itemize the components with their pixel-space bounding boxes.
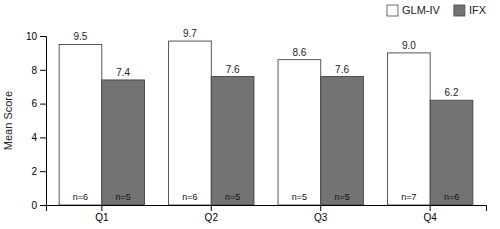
- legend-swatch: [387, 5, 398, 16]
- tick-label: Q2: [205, 212, 219, 223]
- bar: [387, 53, 430, 205]
- tick: Q3: [314, 205, 328, 223]
- data-label: 9.5: [74, 31, 88, 42]
- bar: [321, 77, 364, 205]
- tick-label: 8: [31, 65, 37, 76]
- bar: [430, 100, 473, 205]
- series: [102, 77, 473, 205]
- tick-label: 0: [31, 200, 37, 211]
- axis-line: [40, 37, 47, 206]
- tick: 2: [31, 166, 46, 177]
- legend: GLM-IV IFX: [387, 4, 487, 16]
- series: [59, 41, 430, 205]
- legend-label: IFX: [469, 4, 487, 16]
- tick-label: 2: [31, 166, 37, 177]
- labels: 9.5 9.7 8.6 9.0 n=6 n=6 n=5 n=7 7.4 7.6 7.6 6.2 n=5 n…: [73, 28, 459, 202]
- n-label: n=6: [73, 192, 88, 202]
- legend-label: GLM-IV: [402, 4, 441, 16]
- data-label: 7.4: [116, 67, 130, 78]
- chart: 9.5 9.7 8.6 9.0 n=6 n=6 n=5 n=7 7.4 7.6 7.6 6.2 n=5 n…: [0, 0, 500, 229]
- data-label: 7.6: [335, 64, 349, 75]
- bar: [211, 77, 254, 205]
- tick: 4: [31, 132, 46, 143]
- x-axis: Q1 Q2 Q3 Q4: [47, 205, 487, 223]
- tick-mark: [211, 205, 212, 211]
- tick-mark: [40, 104, 46, 105]
- data-label: 9.7: [183, 28, 197, 39]
- tick-mark: [40, 70, 46, 71]
- bar: [169, 41, 212, 205]
- tick-mark: [40, 171, 46, 172]
- tick: 6: [31, 98, 46, 109]
- data-label: 7.6: [226, 64, 240, 75]
- legend-swatch: [454, 5, 465, 16]
- bar: [59, 44, 102, 205]
- n-label: n=5: [116, 192, 131, 202]
- axis-line: [47, 206, 487, 212]
- tick-label: 10: [26, 31, 38, 42]
- legend-item: GLM-IV: [387, 4, 441, 16]
- plot: 9.5 9.7 8.6 9.0 n=6 n=6 n=5 n=7 7.4 7.6 7.6 6.2 n=5 n…: [26, 28, 487, 223]
- y-axis: 0 2 4 6 8 10: [26, 31, 47, 211]
- tick-label: Q1: [95, 212, 109, 223]
- n-label: n=6: [182, 192, 197, 202]
- tick: 8: [31, 65, 46, 76]
- data-label: 8.6: [292, 47, 306, 58]
- y-axis-title: Mean Score: [2, 91, 14, 150]
- n-label: n=5: [225, 192, 240, 202]
- tick-mark: [40, 137, 46, 138]
- tick: 10: [26, 31, 46, 42]
- tick-mark: [430, 205, 431, 211]
- data-label: 6.2: [445, 87, 459, 98]
- n-label: n=7: [401, 192, 416, 202]
- tick-mark: [320, 205, 321, 211]
- tick-mark: [40, 205, 46, 206]
- tick-mark: [40, 36, 46, 37]
- tick: Q4: [424, 205, 438, 223]
- tick-mark: [101, 205, 102, 211]
- n-label: n=6: [444, 192, 459, 202]
- n-label: n=5: [292, 192, 307, 202]
- tick-label: 6: [31, 98, 37, 109]
- tick-label: Q3: [314, 212, 328, 223]
- n-label: n=5: [334, 192, 349, 202]
- bars: [59, 41, 473, 205]
- tick-label: 4: [31, 132, 37, 143]
- tick: Q1: [95, 205, 109, 223]
- tick: Q2: [205, 205, 219, 223]
- tick-label: Q4: [424, 212, 438, 223]
- legend-item: IFX: [454, 4, 487, 16]
- bar: [102, 80, 145, 205]
- data-label: 9.0: [402, 40, 416, 51]
- tick: 0: [31, 200, 46, 211]
- bar: [278, 60, 321, 205]
